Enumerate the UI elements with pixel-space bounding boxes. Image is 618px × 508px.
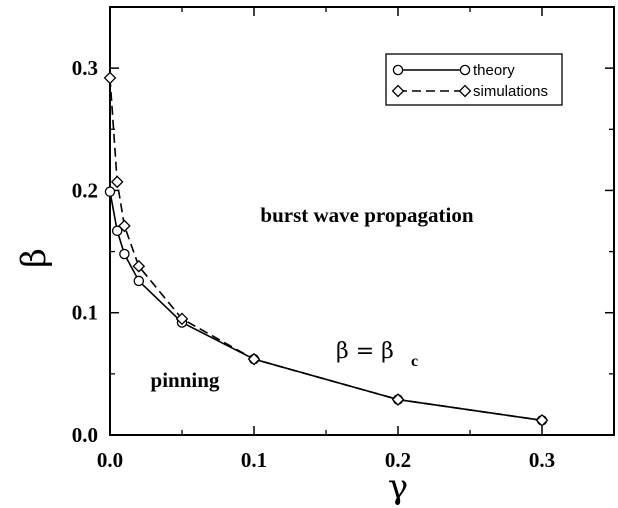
curve-equation-label: β = β [336, 339, 394, 364]
axis-tick-labels: 0.00.0 0.1 0.1 0.2 0.2 0.3 0.3 [72, 56, 555, 472]
data-point-simulations [535, 414, 549, 427]
y-axis-label: β [14, 248, 54, 268]
y-tick-label: 0.2 [72, 178, 98, 202]
series-layer [103, 71, 549, 427]
x-tick-label: 0.1 [241, 448, 267, 472]
x-tick-label: 0.0 [97, 448, 123, 472]
data-point-simulations [391, 393, 405, 406]
data-point-theory [133, 275, 145, 287]
legend-entry-simulations: simulations [473, 83, 548, 100]
legend-marker-simulations [391, 84, 405, 98]
x-axis-label: γ [388, 467, 408, 507]
x-tick-label: 0.3 [529, 448, 555, 472]
data-point-simulations [118, 219, 131, 233]
x-tick-label: 0.2 [385, 448, 411, 472]
data-point-simulations [247, 352, 261, 366]
region-label-burst: burst wave propagation [260, 203, 473, 227]
legend-box [385, 53, 563, 106]
y-tick-label: 0.3 [72, 56, 98, 80]
series-line-simulations [109, 77, 543, 422]
data-point-theory [111, 225, 123, 237]
legend: theory simulations [385, 53, 563, 106]
legend-entry-theory: theory [473, 62, 515, 79]
data-point-simulations [175, 312, 189, 326]
y-tick-label: 0.1 [72, 301, 98, 325]
data-point-theory [104, 186, 116, 197]
legend-marker-theory [392, 64, 404, 76]
data-point-simulations [110, 175, 124, 189]
data-point-theory [119, 248, 130, 260]
plot-frame [109, 6, 615, 436]
y-tick-label: 0.0 [72, 423, 98, 447]
curve-equation-subscript: c [411, 353, 418, 370]
axis-ticks [109, 7, 614, 436]
data-point-simulations [103, 71, 117, 85]
legend-marker-simulations [458, 84, 472, 98]
data-point-simulations [132, 259, 146, 273]
legend-swatches [391, 64, 472, 98]
region-label-pinning: pinning [151, 368, 220, 392]
legend-marker-theory [459, 64, 471, 76]
